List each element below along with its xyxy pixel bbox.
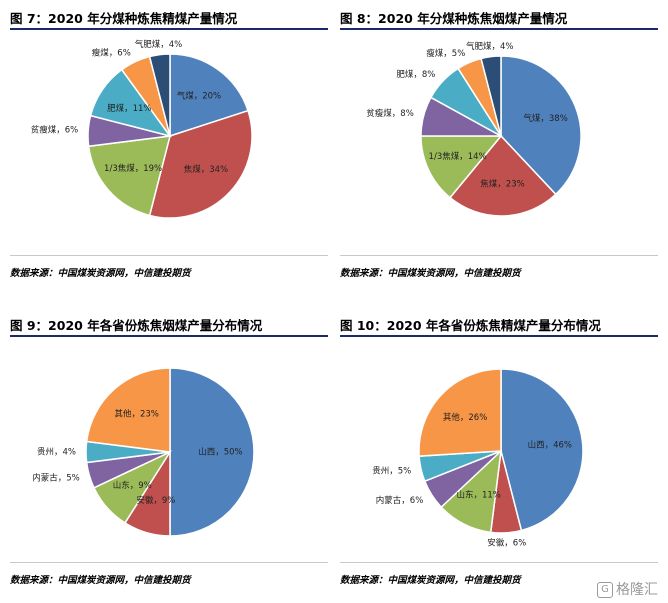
chart-source: 数据来源：中国煤炭资源网，中信建投期货 — [340, 575, 521, 586]
pie-slice-label: 气煤，38% — [523, 113, 567, 124]
pie-slice-其他 — [418, 368, 502, 457]
pie-slice-label: 山西，50% — [198, 447, 242, 458]
pie-slice-1/3焦煤 — [87, 135, 172, 217]
source-rule — [10, 255, 328, 256]
chart-title: 图 10：2020 年各省份炼焦精煤产量分布情况 — [340, 318, 601, 333]
source-rule — [340, 255, 658, 256]
pie-slice-label: 瘦煤，5% — [426, 48, 465, 59]
pie-slice-气肥煤 — [148, 53, 171, 137]
pie-slice-山西 — [169, 367, 255, 537]
title-rule — [10, 28, 328, 30]
pie-slice-label: 焦煤，34% — [184, 164, 228, 175]
chart-panel-fig8: 图 8：2020 年分煤种炼焦烟煤产量情况 气煤，38% 焦煤，23% 1/3焦煤，… — [340, 8, 658, 293]
pie-slice-label: 山西，46% — [528, 439, 572, 450]
chart-panel-fig7: 图 7：2020 年分煤种炼焦精煤产量情况 气煤，20% 焦煤，34% 1/3焦煤，… — [10, 8, 328, 293]
pie-slice-label: 肥煤，11% — [107, 103, 151, 114]
chart-source: 数据来源：中国煤炭资源网，中信建投期货 — [340, 268, 521, 279]
source-rule — [340, 562, 658, 563]
pie-chart: 山西，46% 安徽，6% 山东，11% 内蒙古，6% 贵州，5% 其他，26% — [372, 368, 584, 548]
title-rule — [340, 28, 658, 30]
pie-slice-焦煤 — [448, 134, 557, 217]
title-rule — [340, 335, 658, 337]
pie-slice-label: 贫瘦煤，8% — [366, 108, 414, 119]
pie-chart: 山西，50% 安徽，9% 山东，9% 内蒙古，5% 贵州，4% 其他，23% — [32, 367, 255, 537]
pie-slice-label: 瘦煤，6% — [92, 47, 131, 58]
pie-slice-label: 1/3焦煤，14% — [429, 151, 487, 162]
pie-slice-label: 焦煤，23% — [480, 179, 524, 190]
pie-chart: 气煤，38% 焦煤，23% 1/3焦煤，14% 贫瘦煤，8% 肥煤，8% 瘦煤，5%气肥煤… — [366, 41, 582, 217]
pie-slice-label: 山东，9% — [113, 480, 152, 491]
source-rule — [10, 562, 328, 563]
watermark-text: 格隆汇 — [616, 582, 658, 598]
pie-slice-山西 — [500, 368, 584, 532]
pie-slice-label: 贵州，4% — [37, 447, 76, 458]
pie-slice-label: 内蒙古，5% — [32, 473, 80, 484]
title-rule — [10, 335, 328, 337]
chart-source: 数据来源：中国煤炭资源网，中信建投期货 — [10, 268, 191, 279]
chart-title: 图 9：2020 年各省份炼焦烟煤产量分布情况 — [10, 318, 263, 333]
pie-slice-气肥煤 — [480, 55, 502, 137]
pie-slice-label: 安徽，6% — [487, 537, 526, 548]
pie-slice-label: 山东，11% — [456, 489, 500, 500]
pie-slice-label: 气煤，20% — [177, 91, 221, 102]
chart-title: 图 7：2020 年分煤种炼焦精煤产量情况 — [10, 11, 238, 26]
pie-slice-气煤 — [500, 55, 582, 196]
pie-slice-label: 1/3焦煤，19% — [104, 163, 162, 174]
chart-source: 数据来源：中国煤炭资源网，中信建投期货 — [10, 575, 191, 586]
pie-slice-label: 气肥煤，4% — [135, 39, 183, 50]
pie-slice-气煤 — [169, 53, 249, 138]
pie-slice-label: 贫瘦煤，6% — [31, 125, 79, 136]
chart-title: 图 8：2020 年分煤种炼焦烟煤产量情况 — [340, 11, 568, 26]
pie-slice-1/3焦煤 — [420, 135, 503, 199]
pie-slice-其他 — [85, 367, 171, 453]
watermark: G 格隆汇 — [597, 579, 658, 599]
pie-slice-label: 气肥煤，4% — [466, 41, 514, 52]
chart-panel-fig10: 图 10：2020 年各省份炼焦精煤产量分布情况 山西，46% 安徽，6% 山东，1… — [340, 315, 658, 600]
pie-slice-label: 内蒙古，6% — [376, 495, 424, 506]
pie-slice-label: 贵州，5% — [372, 466, 411, 477]
watermark-logo-icon: G — [597, 582, 613, 598]
pie-slice-label: 其他，26% — [443, 412, 487, 423]
pie-chart: 气煤，20% 焦煤，34% 1/3焦煤，19% 贫瘦煤，6% 肥煤，11% 瘦煤，6% 气肥… — [31, 39, 253, 219]
pie-slice-焦煤 — [148, 109, 253, 219]
pie-slice-label: 安徽，9% — [136, 495, 175, 506]
pie-slice-label: 肥煤，8% — [396, 69, 435, 80]
pie-slice-label: 其他，23% — [114, 409, 158, 420]
chart-panel-fig9: 图 9：2020 年各省份炼焦烟煤产量分布情况 山西，50% 安徽，9% 山东，9%… — [10, 315, 328, 600]
